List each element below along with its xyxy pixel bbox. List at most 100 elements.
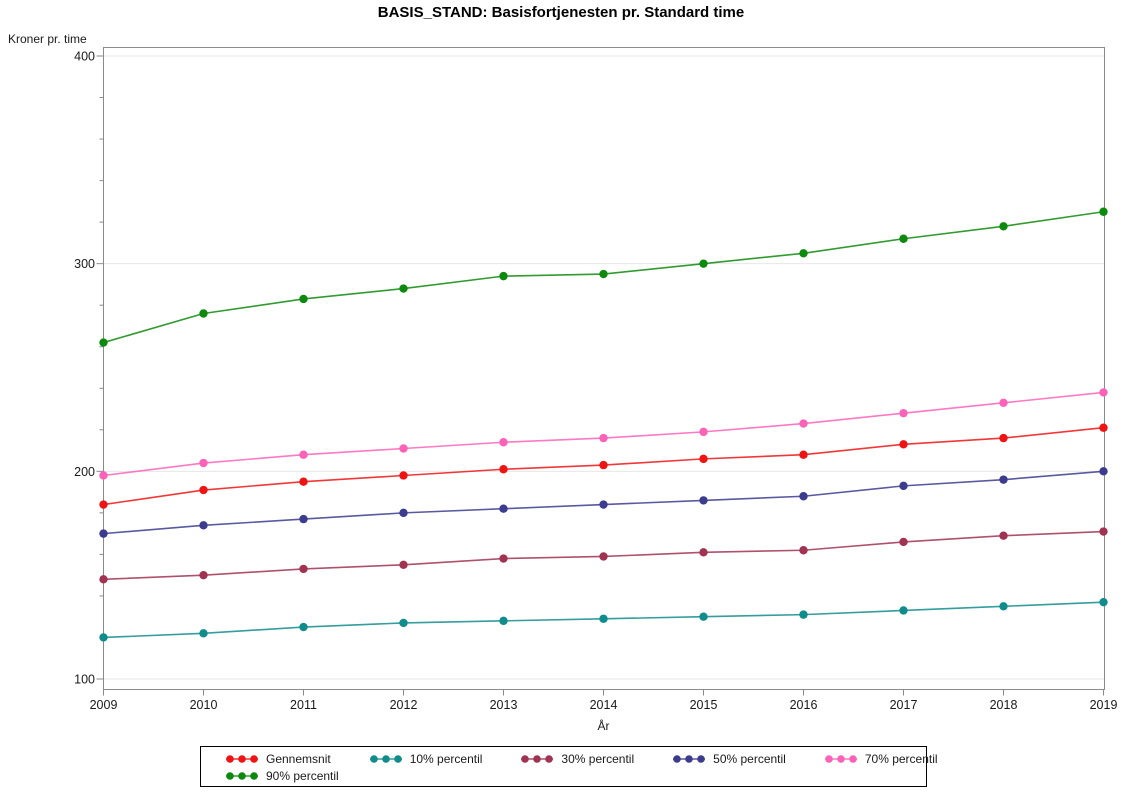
data-point-gennemsnit bbox=[999, 433, 1008, 443]
legend-marker-icon bbox=[673, 754, 706, 763]
data-point-10-percentil bbox=[299, 622, 308, 632]
data-point-90-percentil bbox=[999, 222, 1008, 231]
data-point-90-percentil bbox=[799, 249, 808, 258]
data-point-gennemsnit bbox=[699, 454, 708, 464]
data-point-10-percentil bbox=[899, 606, 908, 615]
legend-label: 70% percentil bbox=[864, 751, 938, 766]
data-point-10-percentil bbox=[199, 629, 208, 638]
legend-label: Gennemsnit bbox=[266, 751, 331, 766]
data-point-70-percentil bbox=[399, 444, 408, 453]
x-tick-label: 2009 bbox=[90, 698, 118, 712]
data-point-50-percentil bbox=[99, 529, 108, 538]
data-point-30-percentil bbox=[99, 575, 108, 584]
data-point-10-percentil bbox=[699, 612, 708, 621]
legend-label: 50% percentil bbox=[713, 751, 786, 766]
data-point-70-percentil bbox=[799, 419, 808, 428]
x-tick-label: 2010 bbox=[190, 698, 218, 712]
data-point-gennemsnit bbox=[1099, 423, 1108, 432]
data-point-90-percentil bbox=[599, 269, 608, 279]
plot-border bbox=[103, 47, 1105, 690]
data-point-50-percentil bbox=[1099, 467, 1108, 476]
data-point-30-percentil bbox=[1099, 527, 1108, 536]
x-tick-label: 2014 bbox=[590, 698, 618, 712]
legend-item-30-percentil: 30% percentil bbox=[520, 752, 634, 766]
data-point-30-percentil bbox=[899, 537, 908, 547]
x-axis-label: År bbox=[597, 719, 610, 733]
data-point-50-percentil bbox=[399, 508, 408, 518]
data-point-10-percentil bbox=[599, 614, 608, 623]
plot-area: 100 200 300 400 2009 2010 2011 2012 2013 2014 2015… bbox=[74, 47, 1118, 712]
data-point-30-percentil bbox=[499, 554, 508, 563]
data-point-70-percentil bbox=[899, 408, 908, 418]
data-point-10-percentil bbox=[799, 610, 808, 619]
data-point-30-percentil bbox=[199, 570, 208, 580]
legend-item-10-percentil: 10% percentil bbox=[369, 751, 483, 766]
legend-item-70-percentil: 70% percentil bbox=[824, 752, 938, 766]
data-point-gennemsnit bbox=[899, 440, 908, 449]
data-point-10-percentil bbox=[1099, 597, 1108, 607]
y-axis-label: Kroner pr. time bbox=[8, 32, 87, 46]
x-tick-label: 2015 bbox=[690, 698, 718, 712]
data-point-90-percentil bbox=[199, 309, 208, 318]
x-tick-label: 2013 bbox=[490, 698, 518, 712]
data-point-30-percentil bbox=[999, 531, 1008, 540]
legend-item-gennemsnit: Gennemsnit bbox=[225, 752, 331, 766]
x-tick-label: 2016 bbox=[790, 698, 818, 712]
data-point-50-percentil bbox=[999, 475, 1008, 484]
legend-item-50-percentil: 50% percentil bbox=[672, 752, 786, 766]
data-point-30-percentil bbox=[299, 564, 308, 574]
data-point-10-percentil bbox=[499, 616, 508, 626]
x-tick-label: 2019 bbox=[1090, 698, 1118, 712]
data-point-30-percentil bbox=[599, 552, 608, 561]
legend-marker-icon bbox=[369, 754, 402, 763]
data-point-gennemsnit bbox=[499, 465, 508, 474]
data-point-50-percentil bbox=[199, 521, 208, 530]
legend-marker-icon bbox=[521, 754, 554, 763]
data-point-50-percentil bbox=[299, 514, 308, 524]
x-tick-label: 2017 bbox=[890, 698, 918, 712]
data-point-70-percentil bbox=[299, 450, 308, 459]
data-point-50-percentil bbox=[699, 496, 708, 505]
data-point-90-percentil bbox=[899, 234, 908, 243]
legend-marker-icon bbox=[226, 771, 258, 780]
legend-marker-icon bbox=[824, 754, 857, 763]
y-tick-label: 100 bbox=[74, 673, 95, 687]
data-point-gennemsnit bbox=[799, 450, 808, 459]
data-point-10-percentil bbox=[99, 633, 108, 642]
data-point-90-percentil bbox=[399, 284, 408, 293]
chart-title: BASIS_STAND: Basisfortjenesten pr. Stand… bbox=[377, 4, 745, 21]
legend-marker-icon bbox=[226, 754, 258, 763]
data-point-gennemsnit bbox=[399, 471, 408, 480]
y-tick-label: 200 bbox=[74, 465, 95, 479]
data-point-70-percentil bbox=[699, 427, 708, 437]
data-point-30-percentil bbox=[399, 560, 408, 569]
x-tick-label: 2018 bbox=[990, 698, 1018, 712]
data-point-50-percentil bbox=[499, 504, 508, 513]
legend-label: 10% percentil bbox=[409, 751, 483, 766]
legend-label: 30% percentil bbox=[561, 751, 635, 766]
data-point-90-percentil bbox=[499, 271, 508, 281]
data-point-gennemsnit bbox=[99, 500, 108, 509]
data-point-50-percentil bbox=[599, 500, 608, 509]
legend-item-90-percentil: 90% percentil bbox=[225, 769, 339, 783]
data-point-10-percentil bbox=[399, 618, 408, 628]
legend-label: 90% percentil bbox=[266, 768, 339, 783]
data-point-90-percentil bbox=[99, 338, 108, 347]
data-point-70-percentil bbox=[199, 458, 208, 468]
data-point-10-percentil bbox=[999, 602, 1008, 611]
data-point-30-percentil bbox=[699, 548, 708, 557]
data-point-70-percentil bbox=[999, 398, 1008, 408]
data-point-90-percentil bbox=[1099, 207, 1108, 216]
data-point-70-percentil bbox=[99, 471, 108, 480]
data-point-90-percentil bbox=[699, 259, 708, 268]
data-point-50-percentil bbox=[899, 481, 908, 491]
data-point-50-percentil bbox=[799, 492, 808, 501]
x-tick-label: 2011 bbox=[290, 698, 317, 712]
data-point-gennemsnit bbox=[599, 460, 608, 470]
data-point-70-percentil bbox=[599, 433, 608, 443]
data-point-30-percentil bbox=[799, 546, 808, 555]
y-tick-label: 300 bbox=[74, 257, 95, 271]
data-point-gennemsnit bbox=[199, 485, 208, 495]
x-tick-label: 2012 bbox=[390, 698, 418, 712]
